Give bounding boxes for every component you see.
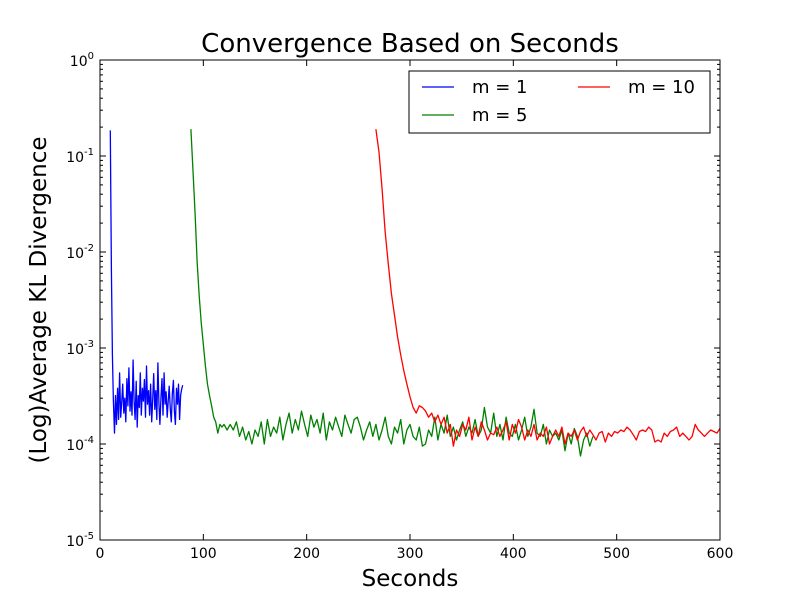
x-tick-label: 100 — [190, 546, 217, 562]
y-axis-ticks: 100 10-1 10-2 10-3 10-4 10-5 — [66, 51, 720, 550]
legend-box — [408, 70, 711, 134]
y-axis-label: (Log)Average KL Divergence — [26, 136, 52, 463]
y-tick-label: 10-4 — [66, 435, 94, 454]
legend: m = 1 m = 5 m = 10 — [408, 70, 711, 134]
legend-label-series-3: m = 10 — [628, 77, 695, 98]
x-tick-label: 400 — [500, 546, 527, 562]
y-tick-label: 10-2 — [66, 243, 94, 262]
series-layer — [109, 129, 720, 457]
x-tick-label: 0 — [96, 546, 105, 562]
y-tick-label: 10-1 — [66, 147, 94, 166]
legend-label-series-2: m = 5 — [472, 105, 528, 126]
x-axis-label: Seconds — [362, 566, 459, 592]
x-axis-ticks: 0 100 200 300 400 500 600 — [96, 60, 734, 562]
x-tick-label: 300 — [397, 546, 424, 562]
plot-frame — [99, 59, 721, 541]
series-line-3 — [375, 129, 720, 447]
series-line-1 — [109, 130, 184, 434]
x-tick-label: 200 — [293, 546, 320, 562]
y-tick-label: 10-5 — [66, 531, 94, 550]
x-tick-label: 600 — [707, 546, 734, 562]
series-line-2 — [190, 129, 594, 457]
x-tick-label: 500 — [603, 546, 630, 562]
y-tick-label: 10-3 — [66, 339, 94, 358]
legend-label-series-1: m = 1 — [472, 77, 528, 98]
y-tick-label: 100 — [70, 51, 94, 70]
chart-title: Convergence Based on Seconds — [201, 29, 619, 59]
